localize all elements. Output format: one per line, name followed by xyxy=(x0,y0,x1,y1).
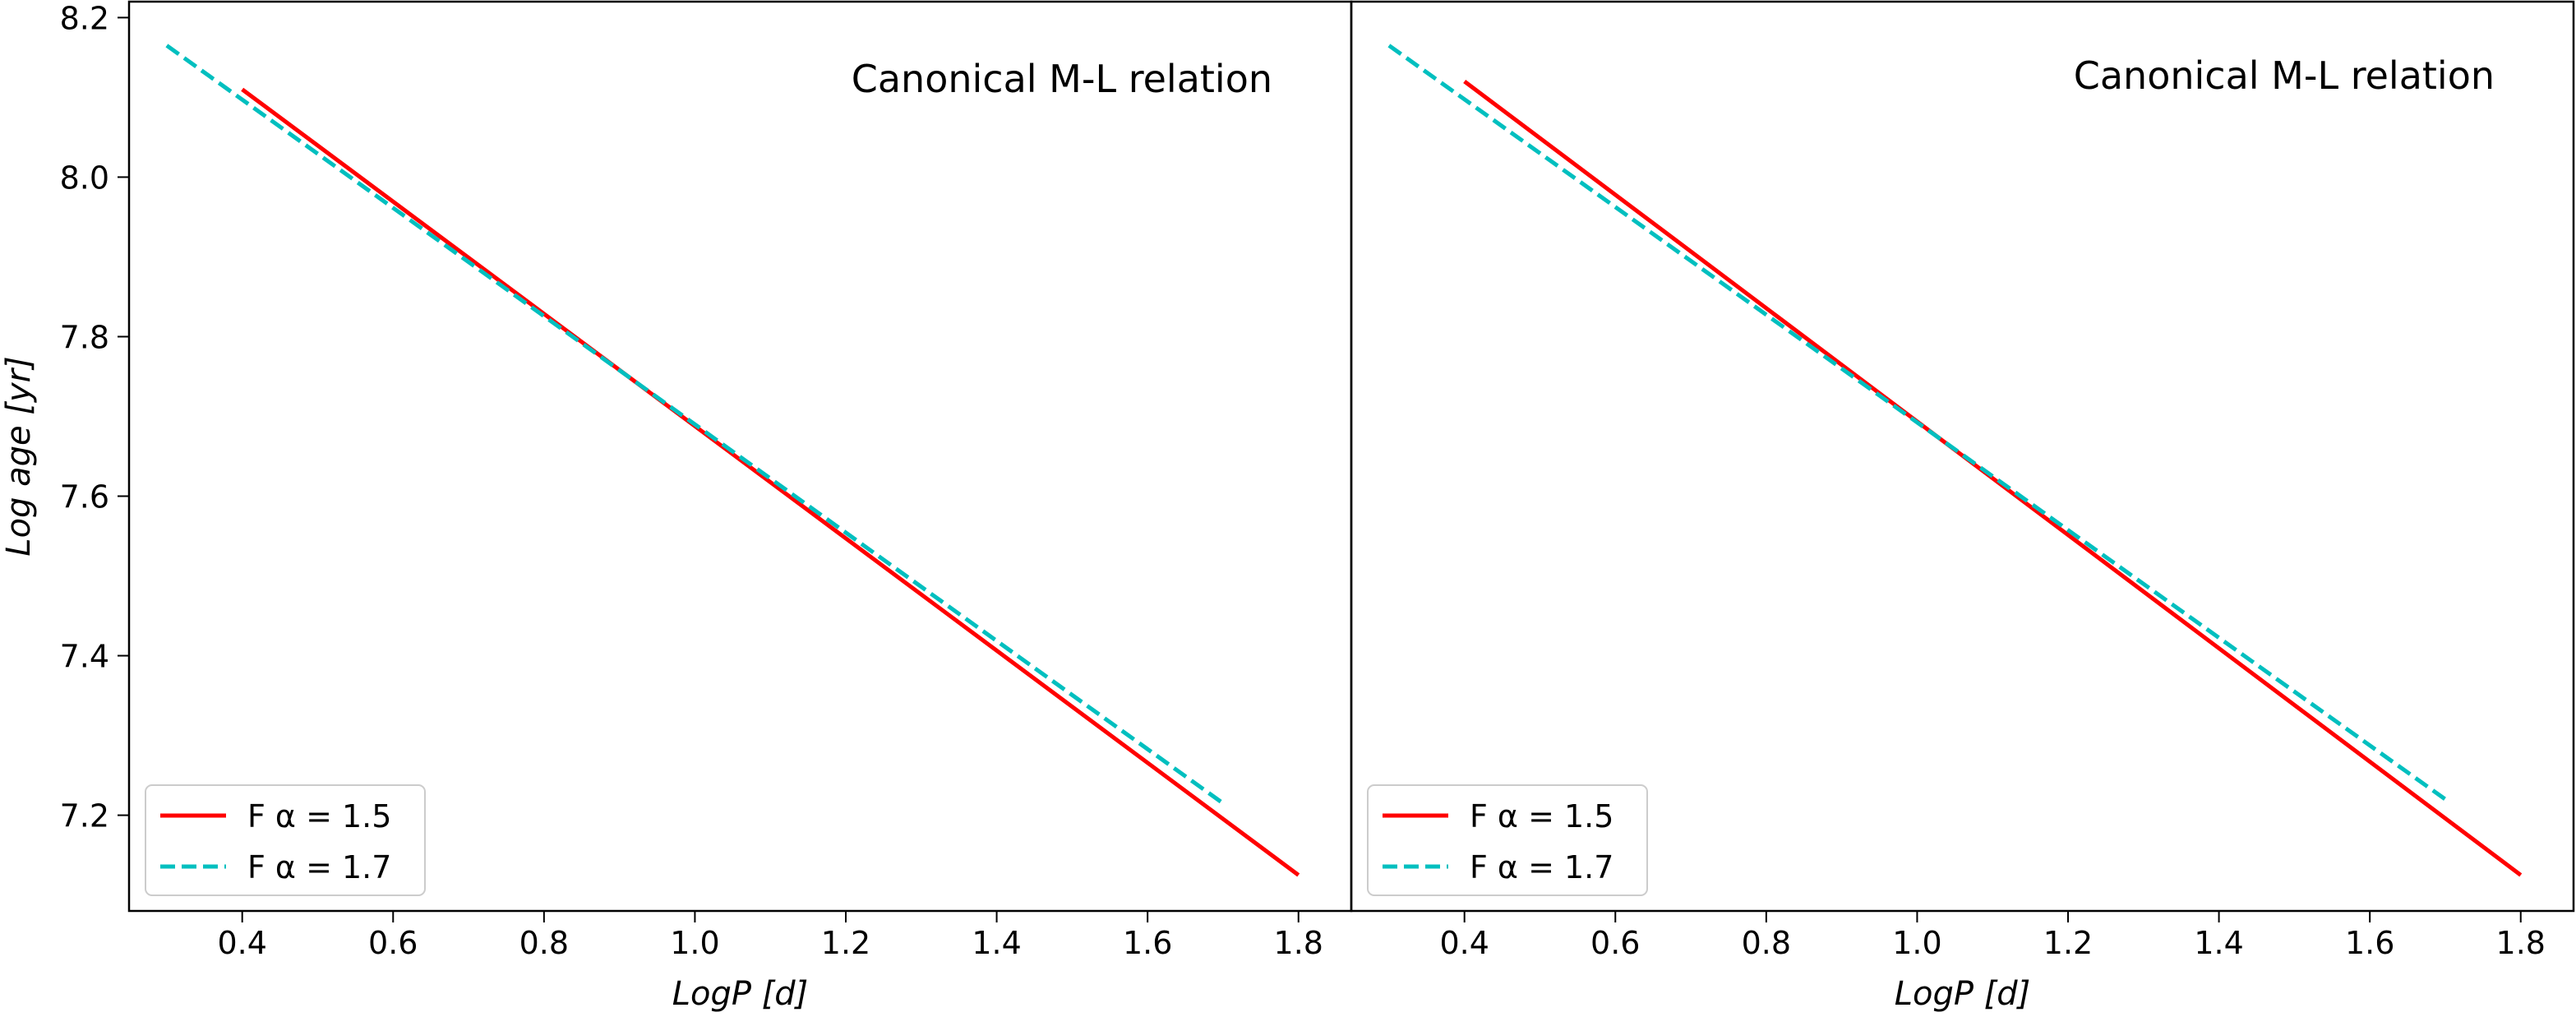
series-line-alpha-1-5 xyxy=(1463,80,2523,877)
x-tick-label: 1.2 xyxy=(821,925,870,961)
legend-label: F α = 1.5 xyxy=(1470,798,1613,834)
x-tick-label: 0.6 xyxy=(368,925,418,961)
panel-2: 0.4 0.6 0.8 1.0 1.2 1.4 1.6 1.8 LogP [d] Canonica… xyxy=(1350,0,2575,1013)
x-tick-label: 1.8 xyxy=(2496,925,2546,961)
y-tick-label: 7.8 xyxy=(60,319,109,355)
legend-label: F α = 1.5 xyxy=(247,798,391,834)
x-tick-label: 1.2 xyxy=(2043,925,2093,961)
x-axis-label: LogP [d] xyxy=(672,975,809,1013)
y-tick-label: 8.0 xyxy=(60,159,109,196)
panel-1: 0.4 0.6 0.8 1.0 1.2 1.4 1.6 1.8 7.2 7.4 7.6 7.8 8.0 8… xyxy=(0,0,1353,1013)
x-tick-label: 0.6 xyxy=(1590,925,1640,961)
x-tick-label: 1.6 xyxy=(2345,925,2394,961)
x-axis-label: LogP [d] xyxy=(1895,975,2031,1013)
y-tick-label: 7.2 xyxy=(60,798,109,834)
y-axis-label: Log age [yr] xyxy=(0,356,38,556)
panel-annotation: Canonical M-L relation xyxy=(2074,53,2495,98)
legend-label: F α = 1.7 xyxy=(1470,849,1613,885)
x-tick-label: 1.6 xyxy=(1123,925,1172,961)
x-tick-label: 1.4 xyxy=(2194,925,2243,961)
x-tick-label: 0.8 xyxy=(519,925,569,961)
x-tick-label: 0.4 xyxy=(1439,925,1489,961)
x-tick-label: 0.4 xyxy=(217,925,266,961)
series-line-alpha-1-7 xyxy=(1387,44,2447,802)
legend-label: F α = 1.7 xyxy=(247,849,391,885)
y-tick-label: 7.6 xyxy=(60,479,109,515)
series-line-alpha-1-5 xyxy=(241,87,1300,877)
x-tick-label: 0.8 xyxy=(1742,925,1791,961)
x-tick-label: 1.4 xyxy=(972,925,1021,961)
series-line-alpha-1-7 xyxy=(165,44,1225,806)
plot-frame xyxy=(1350,0,2575,913)
legend: F α = 1.5 F α = 1.7 xyxy=(145,784,426,896)
legend: F α = 1.5 F α = 1.7 xyxy=(1367,784,1648,896)
panel-annotation: Canonical M-L relation xyxy=(852,57,1272,101)
y-tick-label: 8.2 xyxy=(60,0,109,36)
x-tick-label: 1.0 xyxy=(1892,925,1941,961)
y-tick-label: 7.4 xyxy=(60,639,109,675)
x-tick-label: 1.8 xyxy=(1274,925,1323,961)
x-tick-label: 1.0 xyxy=(670,925,719,961)
